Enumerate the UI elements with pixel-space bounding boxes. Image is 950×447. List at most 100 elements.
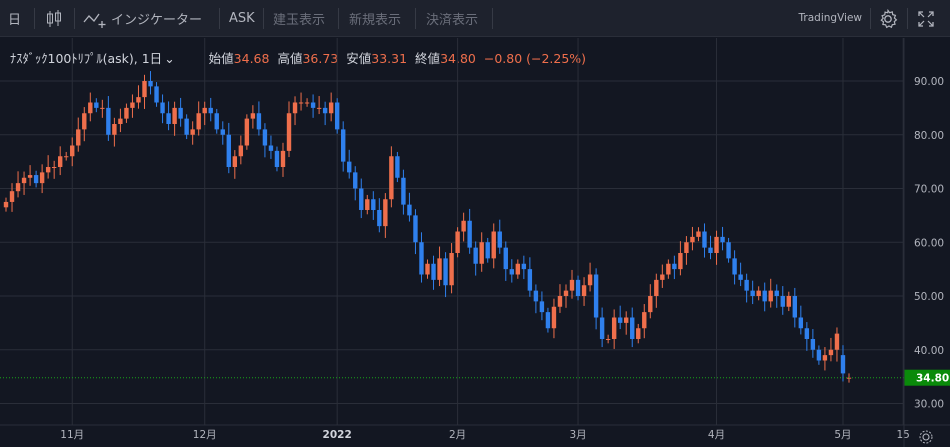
candle-body: [274, 150, 280, 167]
candle-body: [220, 129, 225, 135]
fullscreen-button[interactable]: [917, 0, 935, 37]
price-tick-label: 70.00: [914, 184, 944, 196]
tradingview-brand[interactable]: TradingView: [798, 12, 862, 24]
candlestick-icon: [47, 9, 61, 27]
open-label: 始値: [208, 51, 234, 66]
candle-body: [100, 107, 105, 109]
candle-body: [365, 199, 370, 210]
candle-body: [768, 290, 773, 302]
candle-body: [226, 134, 231, 167]
candle-body: [509, 269, 514, 275]
candle-body: [413, 215, 418, 243]
candle-body: [124, 107, 129, 119]
high-label: 高値: [277, 51, 303, 66]
candle-body: [172, 107, 177, 124]
candle-body: [557, 296, 563, 307]
position-display-button[interactable]: 建玉表示: [273, 0, 325, 37]
candle-body: [407, 204, 412, 216]
toolbar-divider: [34, 8, 35, 29]
candle-body: [39, 172, 45, 184]
new-order-display-button[interactable]: 新規表示: [349, 0, 401, 37]
candle-body: [521, 263, 527, 270]
candle-body: [395, 156, 400, 178]
candle-body: [563, 290, 569, 296]
candle-body: [88, 102, 93, 114]
candle-body: [244, 118, 250, 146]
chart-type-button[interactable]: [44, 0, 64, 37]
candle-body: [238, 145, 244, 157]
candle-body: [304, 102, 310, 104]
candle-body: [9, 191, 15, 202]
candle-body: [286, 113, 292, 151]
period-button[interactable]: 日: [8, 0, 21, 37]
candle-body: [130, 102, 135, 108]
candle-body: [696, 231, 701, 237]
candle-body: [334, 102, 340, 130]
axis-settings-icon: [919, 430, 933, 444]
indicators-label: インジケーター: [111, 13, 203, 28]
candle-body: [816, 349, 822, 361]
candle-body: [738, 274, 743, 280]
candle-body: [45, 167, 51, 173]
candle-body: [491, 231, 496, 259]
symbol-dropdown-icon[interactable]: ⌄: [164, 51, 175, 66]
change-value: −0.80 (−2.25%): [483, 51, 587, 66]
candle-body: [316, 107, 322, 109]
candle-body: [142, 81, 147, 98]
toolbar-divider: [74, 8, 75, 29]
candle-body: [310, 102, 316, 108]
candle-body: [479, 242, 484, 264]
price-tick-label: 50.00: [914, 291, 944, 303]
candle-body: [804, 328, 810, 339]
candle-body: [780, 296, 785, 307]
candle-body: [593, 274, 599, 318]
price-tick-label: 80.00: [914, 130, 944, 142]
last-price-badge: 34.80: [916, 373, 949, 385]
time-tick-label: 11月: [60, 429, 84, 441]
settlement-display-button[interactable]: 決済表示: [426, 0, 478, 37]
candle-body: [714, 236, 719, 253]
settings-button[interactable]: [877, 0, 899, 37]
candle-body: [401, 177, 406, 205]
candle-body: [798, 317, 804, 329]
candle-body: [256, 113, 262, 130]
price-tick-label: 90.00: [914, 76, 944, 88]
new-order-display-label: 新規表示: [349, 13, 402, 28]
candle-body: [190, 129, 195, 135]
top-toolbar: 日 インジケーター ASK 建玉表示 新規表示 決済表示 TradingView: [0, 0, 950, 37]
open-value: 34.68: [233, 51, 270, 66]
candle-body: [527, 269, 533, 291]
candle-body: [666, 263, 671, 275]
symbol-title[interactable]: ﾅｽﾀﾞｯｸ100ﾄﾘﾌﾟﾙ(ask), 1日: [10, 51, 163, 66]
candle-body: [575, 279, 581, 296]
candle-body: [648, 296, 653, 313]
candle-body: [587, 274, 593, 286]
toolbar-divider: [907, 8, 908, 29]
candle-body: [51, 167, 57, 168]
candle-body: [57, 156, 63, 167]
candle-body: [756, 290, 761, 296]
time-tick-label: 5月: [834, 429, 851, 441]
candle-body: [467, 220, 472, 248]
ask-button[interactable]: ASK: [229, 0, 255, 37]
candle-body: [485, 242, 490, 259]
candle-body: [70, 145, 75, 157]
candle-body: [654, 279, 659, 296]
indicators-button[interactable]: インジケーター: [82, 0, 202, 37]
candle-body: [377, 210, 382, 227]
candle-body: [202, 107, 207, 114]
candle-body: [834, 333, 840, 350]
candle-body: [539, 301, 545, 313]
candle-body: [503, 247, 508, 270]
candle-body: [419, 242, 424, 275]
candle-body: [443, 258, 448, 286]
indicator-icon: [83, 13, 106, 28]
candle-body: [76, 129, 81, 146]
candle-body: [455, 231, 460, 253]
close-label: 終値: [415, 51, 441, 66]
candle-body: [678, 253, 683, 270]
time-tick-label: 2月: [449, 429, 466, 441]
toolbar-divider: [263, 8, 264, 29]
candle-body: [642, 312, 647, 329]
